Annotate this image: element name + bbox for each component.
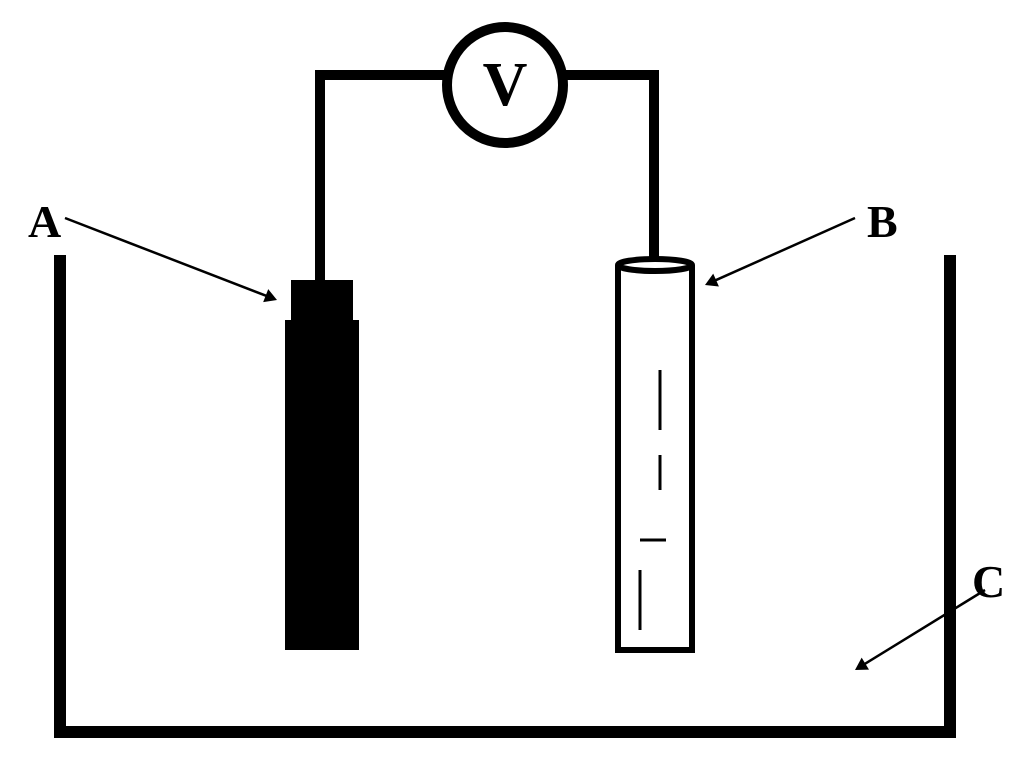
electrode-b-top: [618, 259, 692, 271]
diagram-svg: V: [0, 0, 1016, 775]
arrow-c-line: [862, 590, 985, 666]
diagram-canvas: V A B C: [0, 0, 1016, 775]
arrow-b-line: [713, 218, 855, 282]
voltmeter-label: V: [483, 51, 528, 119]
electrode-a: [285, 280, 359, 650]
arrow-a-line: [65, 218, 269, 297]
electrode-b: [618, 265, 692, 650]
container-c: [60, 255, 950, 732]
label-b: B: [867, 195, 898, 248]
label-c: C: [972, 555, 1005, 608]
label-a: A: [28, 195, 61, 248]
